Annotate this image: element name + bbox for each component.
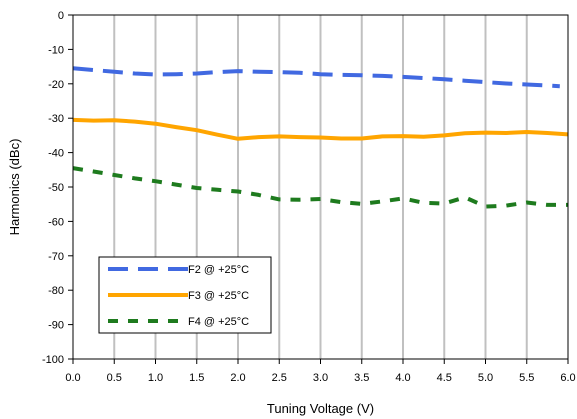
x-tick-label: 5.0 — [478, 372, 493, 384]
y-tick-label: -100 — [42, 354, 64, 366]
y-tick-label: -40 — [48, 148, 64, 160]
y-axis-label: Harmonics (dBc) — [7, 139, 22, 236]
series-f2-line — [72, 66, 560, 89]
x-tick-label: 3.0 — [313, 372, 328, 384]
x-tick-label: 1.0 — [148, 372, 163, 384]
y-tick-label: -30 — [48, 113, 64, 125]
y-tick-labels: 0 -10 -20 -30 -40 -50 -60 -70 -80 -90 -100 — [42, 10, 64, 366]
x-tick-labels: 0.0 0.5 1.0 1.5 2.0 2.5 3.0 3.5 4.0 4.5 5.0 5.5 6.0 — [65, 372, 575, 384]
x-tick-label: 3.5 — [354, 372, 369, 384]
y-tick-label: -10 — [48, 44, 64, 56]
x-tick-label: 2.5 — [272, 372, 287, 384]
legend-label-f4: F4 @ +25°C — [188, 316, 249, 328]
x-tick-label: 0.0 — [65, 372, 80, 384]
y-tick-label: -90 — [48, 320, 64, 332]
x-tick-label: 1.5 — [189, 372, 204, 384]
series-f4-line — [72, 166, 568, 209]
x-tick-label: 4.5 — [437, 372, 452, 384]
legend-label-f3: F3 @ +25°C — [188, 290, 249, 302]
y-tick-label: -20 — [48, 79, 64, 91]
y-tick-label: -70 — [48, 251, 64, 263]
x-tick-label: 4.0 — [395, 372, 410, 384]
x-tick-label: 5.5 — [519, 372, 534, 384]
x-tick-label: 0.5 — [107, 372, 122, 384]
x-tick-label: 6.0 — [560, 372, 575, 384]
series-f3-line — [72, 117, 569, 141]
legend: F2 @ +25°C F3 @ +25°C F4 @ +25°C — [98, 256, 272, 334]
y-tick-label: -80 — [48, 285, 64, 297]
y-tick-label: 0 — [58, 10, 64, 22]
legend-label-f2: F2 @ +25°C — [188, 264, 249, 276]
x-tick-label: 2.0 — [230, 372, 245, 384]
y-tick-label: -60 — [48, 216, 64, 228]
axis-ticks — [68, 14, 569, 364]
y-tick-label: -50 — [48, 182, 64, 194]
x-axis-label: Tuning Voltage (V) — [267, 401, 374, 416]
series-lines — [72, 66, 569, 209]
